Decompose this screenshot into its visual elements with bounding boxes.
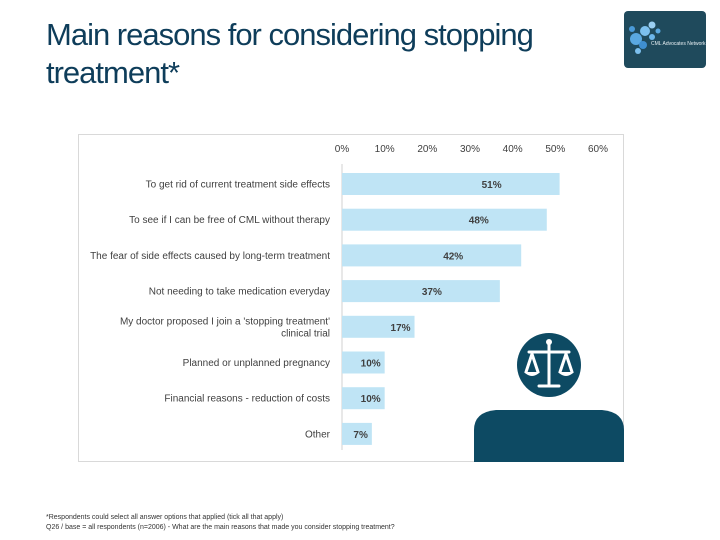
category-label: Financial reasons - reduction of costs xyxy=(164,394,330,405)
cml-advocates-logo: CML Advocates Network xyxy=(624,11,706,68)
x-tick-label: 40% xyxy=(503,144,523,155)
bar xyxy=(342,244,522,267)
x-tick-label: 20% xyxy=(417,144,437,155)
x-tick-label: 50% xyxy=(545,144,565,155)
x-tick-label: 60% xyxy=(588,144,608,155)
bar xyxy=(342,208,547,231)
category-label: Other xyxy=(305,429,331,440)
category-label: Planned or unplanned pregnancy xyxy=(183,358,330,369)
bar xyxy=(342,387,385,410)
data-label: 10% xyxy=(361,359,381,370)
logo-text: CML Advocates Network xyxy=(651,41,706,47)
footnote-line-2: Q26 / base = all respondents (n=2006) - … xyxy=(46,524,395,531)
x-tick-label: 10% xyxy=(375,144,395,155)
data-label: 42% xyxy=(443,251,463,262)
blue-dots-logo-icon xyxy=(629,21,661,54)
bar-chart: 0% 10% 20% 30% 40% 50% 60% To get rid of curren… xyxy=(90,144,608,450)
bar xyxy=(342,173,560,195)
bar xyxy=(342,280,500,303)
data-label: 17% xyxy=(391,323,411,334)
page-title: Main reasons for considering stopping tr… xyxy=(46,17,534,90)
category-label: My doctor proposed I join a 'stopping tr… xyxy=(120,316,330,339)
category-label: The fear of side effects caused by long-… xyxy=(90,251,330,262)
category-label: To see if I can be free of CML without t… xyxy=(129,215,330,226)
footnote: *Respondents could select all answer opt… xyxy=(46,513,395,533)
data-label: 51% xyxy=(482,180,502,191)
category-label: To get rid of current treatment side eff… xyxy=(146,180,330,191)
data-label: 48% xyxy=(469,216,489,227)
footnote-line-1: *Respondents could select all answer opt… xyxy=(46,514,284,521)
data-label: 37% xyxy=(422,287,442,298)
judge-scales-person-icon xyxy=(474,333,624,462)
category-label: Not needing to take medication everyday xyxy=(149,287,330,298)
x-tick-label: 0% xyxy=(335,144,350,155)
bar xyxy=(342,351,385,374)
bar xyxy=(342,315,415,338)
data-label: 7% xyxy=(353,430,368,441)
data-label: 10% xyxy=(361,394,381,405)
x-tick-label: 30% xyxy=(460,144,480,155)
bar xyxy=(342,422,372,445)
